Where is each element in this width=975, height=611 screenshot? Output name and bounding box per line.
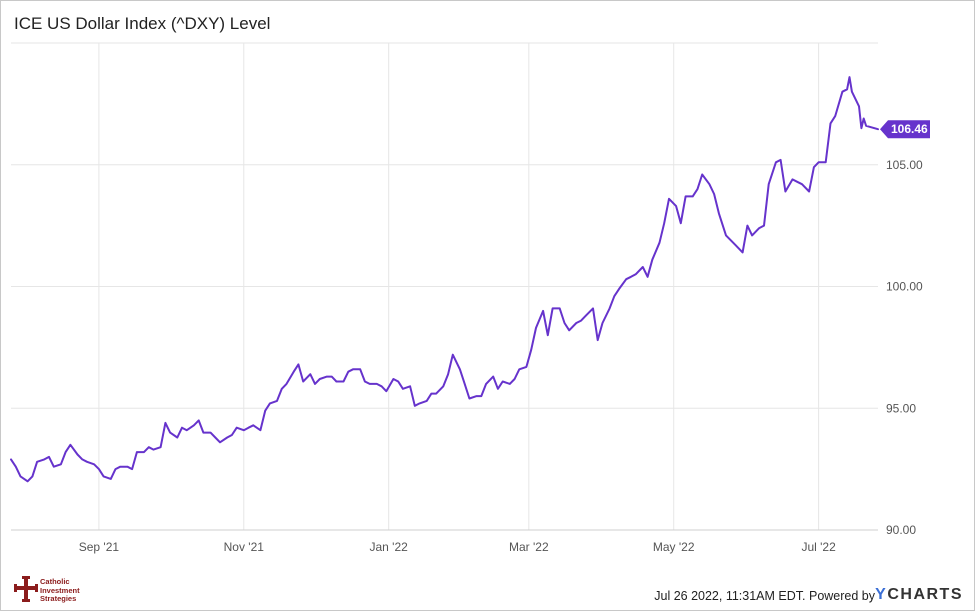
- powered-by-label: Powered by: [808, 589, 875, 603]
- footer-timestamp: Jul 26 2022, 11:31AM EDT. Powered by: [654, 589, 875, 603]
- chart-title: ICE US Dollar Index (^DXY) Level: [14, 14, 271, 33]
- brand-prefix: Y: [875, 586, 888, 603]
- last-value-flag: 106.46: [880, 120, 930, 139]
- x-tick-label: Nov '21: [224, 540, 265, 554]
- cross-icon: [14, 576, 38, 602]
- x-tick-label: Jul '22: [801, 540, 836, 554]
- x-tick-label: May '22: [653, 540, 695, 554]
- logo-text: Catholic Investment Strategies: [40, 577, 80, 604]
- y-tick-label: 90.00: [886, 523, 916, 537]
- y-tick-label: 105.00: [886, 158, 923, 172]
- brand-rest: CHARTS: [887, 586, 963, 603]
- last-value-flag-shape: [880, 120, 930, 139]
- y-tick-label: 95.00: [886, 401, 916, 415]
- logo-line-1: Catholic: [40, 577, 70, 586]
- y-tick-labels: 90.00 95.00 100.00 105.00: [886, 158, 923, 537]
- y-tick-label: 100.00: [886, 280, 923, 294]
- ycharts-brand[interactable]: YCHARTS: [875, 586, 963, 604]
- timestamp: Jul 26 2022, 11:31AM EDT.: [654, 589, 806, 603]
- series-line: [10, 76, 879, 483]
- catholic-investment-strategies-logo: Catholic Investment Strategies: [14, 576, 109, 606]
- x-tick-labels: Sep '21 Nov '21 Jan '22 Mar '22 May '22 Jul '…: [79, 540, 836, 554]
- x-tick-label: Mar '22: [509, 540, 549, 554]
- x-tick-label: Jan '22: [370, 540, 409, 554]
- logo-line-3: Strategies: [40, 594, 77, 603]
- grid-lines: [11, 42, 878, 531]
- logo-line-2: Investment: [40, 585, 80, 595]
- last-value-label: 106.46: [891, 122, 928, 136]
- x-tick-label: Sep '21: [79, 540, 120, 554]
